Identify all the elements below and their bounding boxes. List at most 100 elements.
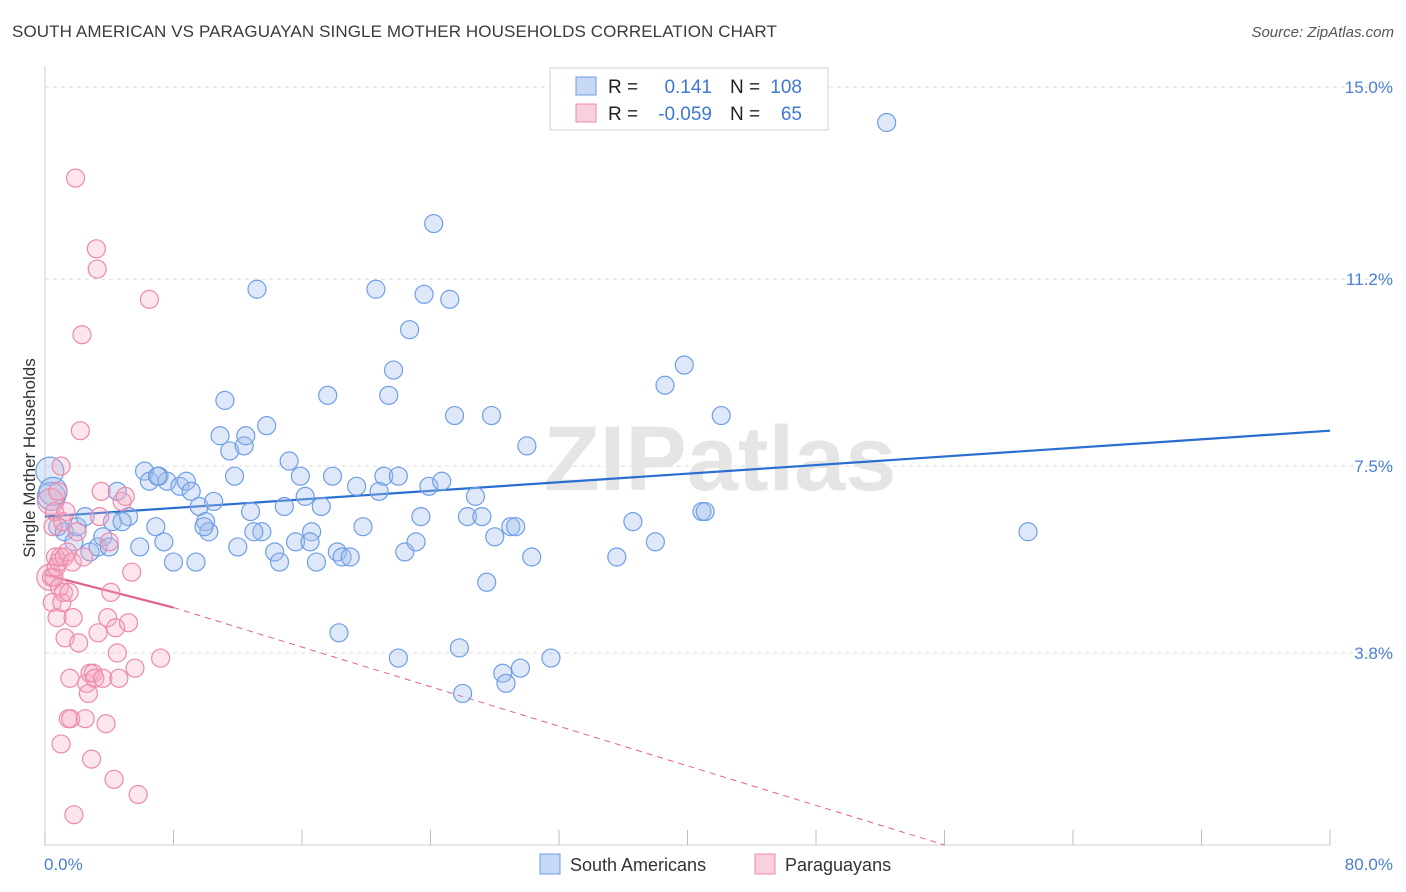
- south-american-point-76: [453, 683, 473, 704]
- south-american-point-72: [432, 471, 452, 491]
- paraguayan-point-25: [61, 709, 81, 729]
- south-american-point-73: [440, 289, 460, 309]
- paraguayan-point-24: [60, 668, 80, 688]
- south-american-point-9: [88, 537, 108, 557]
- south-american-point-82: [485, 527, 505, 547]
- south-american-point-97: [695, 501, 715, 522]
- south-american-point-90: [541, 648, 561, 668]
- south-american-point-24: [176, 471, 196, 491]
- south-american-point-77: [457, 507, 478, 527]
- south-american-point-30: [204, 491, 224, 512]
- paraguayan-point-49: [98, 608, 118, 628]
- south-american-point-93: [645, 532, 665, 552]
- south-american-point-100: [1018, 522, 1038, 542]
- south-american-point-64: [388, 466, 408, 486]
- paraguayan-point-62: [139, 289, 160, 309]
- paraguayan-point-52: [104, 769, 124, 789]
- paraguayan-point-48: [96, 714, 116, 734]
- south-american-point-45: [279, 451, 299, 471]
- legend-pink-swatch: [575, 103, 597, 123]
- paraguayan-point-30: [67, 522, 87, 542]
- paraguayan-point-60: [125, 658, 145, 678]
- south-american-point-101: [147, 466, 168, 486]
- south-american-point-107: [300, 532, 320, 552]
- series-legend: South Americans Paraguayans: [539, 853, 891, 875]
- south-american-point-62: [379, 385, 399, 405]
- trendlines: [44, 429, 1331, 846]
- paraguayan-point-31: [69, 633, 89, 653]
- paraguayan-point-63: [151, 648, 171, 668]
- south-american-point-69: [414, 284, 434, 304]
- paraguayan-point-51: [101, 582, 121, 602]
- paraguayan-point-50: [99, 532, 119, 552]
- paraguayan-point-14: [51, 456, 71, 476]
- paraguayan-point-15: [52, 592, 72, 613]
- south-american-point-55: [332, 547, 352, 567]
- south-american-point-18: [146, 517, 166, 537]
- south-american-point-51: [311, 496, 331, 517]
- south-american-point-86: [506, 517, 526, 537]
- x-tick-label-1: 80.0%: [1345, 855, 1393, 874]
- legend-n-label-2: N =: [730, 104, 760, 125]
- south-american-point-71: [424, 213, 444, 234]
- south-american-point-31: [210, 426, 230, 446]
- legend-paraguayans-swatch: [754, 853, 776, 875]
- paraguayan-point-29: [65, 168, 86, 188]
- south-american-point-70: [419, 476, 439, 496]
- south-american-point-60: [369, 481, 389, 501]
- south-american-point-85: [501, 517, 521, 537]
- south-american-point-67: [406, 532, 426, 552]
- paraguayan-point-9: [47, 608, 67, 628]
- paraguayan-point-27: [63, 608, 83, 628]
- south-american-point-56: [340, 547, 360, 567]
- legend-blue-swatch: [575, 76, 597, 96]
- south-american-point-105: [388, 648, 408, 668]
- south-american-point-78: [465, 486, 486, 506]
- south-american-point-26: [186, 552, 206, 572]
- south-american-point-25: [181, 481, 201, 501]
- south-american-point-41: [257, 416, 277, 436]
- y-axis-label: Single Mother Households: [20, 358, 39, 557]
- south-american-point-33: [220, 441, 240, 461]
- y-tick-label-1: 7.5%: [1354, 457, 1393, 476]
- paraguayan-point-47: [93, 668, 113, 688]
- paraguayan-point-56: [112, 491, 132, 512]
- south-american-point-75: [449, 638, 470, 658]
- south-american-point-11: [99, 537, 119, 557]
- legend-south-americans-label: South Americans: [570, 855, 706, 875]
- paraguayan-point-23: [59, 582, 79, 602]
- paraguayan-point-54: [107, 643, 127, 663]
- south-american-point-52: [318, 385, 338, 405]
- south-american-point-94: [655, 375, 675, 395]
- paraguayan-point-28: [64, 805, 84, 825]
- south-american-point-68: [411, 507, 431, 527]
- axes: [44, 66, 1331, 846]
- paraguayan-point-58: [118, 613, 139, 633]
- south-american-point-39: [247, 279, 267, 299]
- paraguayan-point-34: [73, 547, 94, 567]
- south-american-point-91: [607, 547, 627, 567]
- south-american-point-47: [290, 466, 310, 486]
- south-american-point-22: [163, 552, 184, 572]
- south-american-point-88: [517, 436, 537, 456]
- south-american-point-40: [252, 522, 272, 542]
- y-tick-label-2: 11.2%: [1346, 270, 1393, 289]
- south-american-point-10: [93, 527, 113, 547]
- legend-n-value-1: 108: [770, 77, 802, 98]
- south-american-point-104: [329, 623, 349, 643]
- south-american-point-59: [366, 279, 386, 299]
- south-american-point-87: [510, 658, 531, 678]
- y-tick-label-0: 3.8%: [1354, 644, 1393, 663]
- south-american-point-42: [265, 542, 285, 562]
- data-points: [35, 112, 1038, 825]
- south-american-point-36: [234, 436, 254, 456]
- south-american-point-34: [224, 466, 245, 486]
- paraguayan-point-59: [122, 562, 142, 582]
- south-american-point-79: [472, 507, 492, 527]
- y-tick-label-3: 15.0%: [1345, 78, 1393, 97]
- paraguayan-point-64: [51, 734, 71, 754]
- legend-r-label-2: R =: [608, 104, 638, 125]
- south-american-trendline: [44, 429, 1331, 518]
- paraguayan-point-42: [86, 239, 107, 259]
